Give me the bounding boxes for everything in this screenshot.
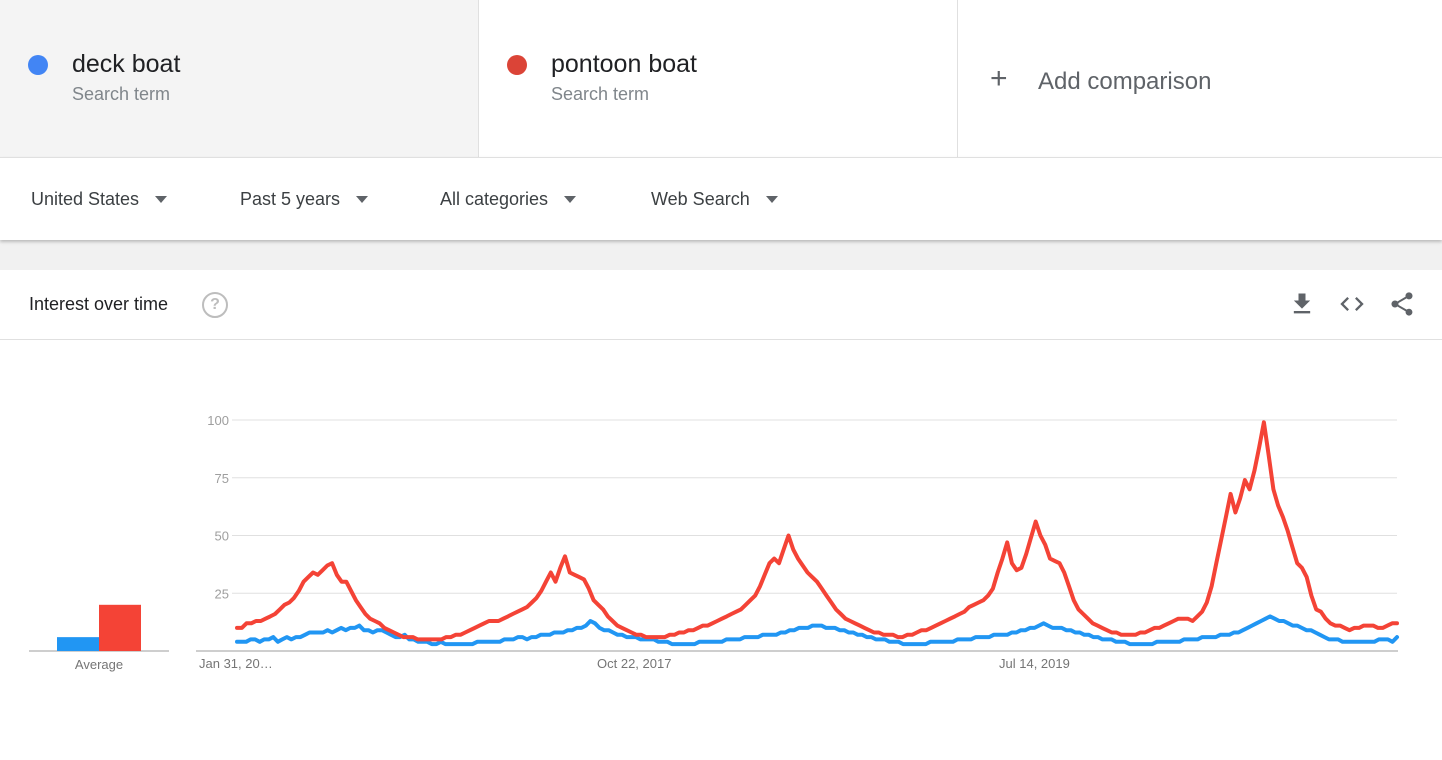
card-title: Interest over time (29, 294, 169, 314)
search-term-type: Search term (551, 84, 650, 104)
add-comparison-label: Add comparison (1038, 68, 1212, 95)
question-circle-icon[interactable]: ? (202, 292, 228, 318)
search-term-name[interactable]: pontoon boat (551, 50, 697, 78)
card-header: Interest over time ? (0, 270, 1442, 340)
section-gap (0, 239, 1442, 270)
code-icon[interactable] (1338, 290, 1366, 318)
average-bar (57, 637, 99, 651)
time-range-dropdown-label: Past 5 years (240, 188, 341, 209)
x-tick-label: Jul 14, 2019 (999, 656, 1070, 671)
x-tick-label: Jan 31, 20… (199, 656, 273, 671)
caret-down-icon (356, 195, 369, 203)
y-tick-label: 100 (207, 413, 229, 428)
time-range-dropdown[interactable]: Past 5 years (240, 188, 369, 210)
search-term-name[interactable]: deck boat (72, 50, 181, 78)
region-dropdown[interactable]: United States (31, 188, 168, 210)
add-comparison-button[interactable]: + Add comparison (958, 0, 1442, 157)
plus-icon: + (990, 62, 1008, 95)
y-tick-label: 75 (215, 471, 229, 486)
search-term-card-1[interactable]: deck boat Search term (0, 0, 479, 157)
download-icon[interactable] (1288, 290, 1316, 318)
y-tick-label: 25 (215, 586, 229, 601)
search-term-type: Search term (72, 84, 171, 104)
search-term-card-2[interactable]: pontoon boat Search term (479, 0, 958, 157)
caret-down-icon (765, 195, 778, 203)
search-property-dropdown-label: Web Search (651, 188, 750, 209)
x-tick-label: Oct 22, 2017 (597, 656, 671, 671)
search-property-dropdown[interactable]: Web Search (651, 188, 778, 210)
share-icon[interactable] (1388, 290, 1416, 318)
comparison-bar: deck boat Search term pontoon boat Searc… (0, 0, 1442, 157)
average-bar (99, 604, 141, 651)
interest-over-time-chart: 100 75 50 25 Jan 31, 20… Oct 22, 2017 Jul 14, … (29, 413, 1399, 672)
interest-over-time-card: Interest over time ? 100 75 50 25 Jan 31, 20… (0, 270, 1442, 760)
category-dropdown-label: All categories (440, 188, 549, 209)
series-color-dot-2 (507, 55, 527, 75)
caret-down-icon (564, 195, 577, 203)
caret-down-icon (155, 195, 168, 203)
y-tick-label: 50 (215, 529, 229, 544)
average-label: Average (75, 657, 123, 672)
filter-bar: United States Past 5 years All categorie… (0, 157, 1442, 240)
series-line (235, 614, 1399, 647)
region-dropdown-label: United States (31, 188, 140, 209)
series-color-dot-1 (28, 55, 48, 75)
series-line (235, 420, 1399, 642)
category-dropdown[interactable]: All categories (440, 188, 577, 210)
